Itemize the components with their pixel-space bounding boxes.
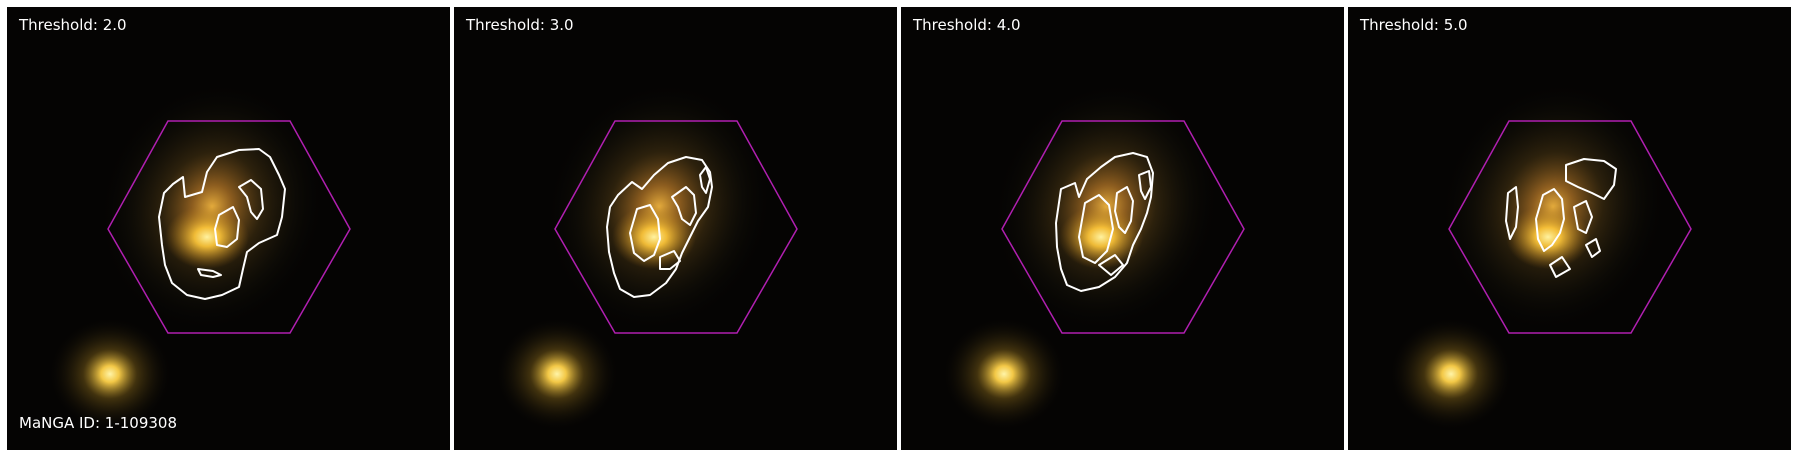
manga-id-label: MaNGA ID: 1-109308	[19, 414, 178, 432]
panel-threshold-3: Threshold: 3.0	[454, 7, 897, 450]
threshold-label: Threshold: 2.0	[19, 16, 127, 34]
panel-threshold-2: Threshold: 2.0 MaNGA ID: 1-109308	[7, 7, 450, 450]
threshold-label: Threshold: 4.0	[913, 16, 1021, 34]
threshold-label: Threshold: 3.0	[466, 16, 574, 34]
ifu-hexagon	[1001, 120, 1245, 334]
galaxy-image	[1348, 7, 1791, 450]
ifu-hexagon	[554, 120, 798, 334]
flux-contour	[1055, 152, 1154, 292]
galaxy-image	[901, 7, 1344, 450]
panel-threshold-5: Threshold: 5.0	[1348, 7, 1791, 450]
panel-threshold-4: Threshold: 4.0	[901, 7, 1344, 450]
flux-contour	[158, 148, 286, 300]
threshold-label: Threshold: 5.0	[1360, 16, 1468, 34]
ifu-hexagon	[1448, 120, 1692, 334]
ifu-hexagon	[107, 120, 351, 334]
galaxy-image	[7, 7, 450, 450]
flux-contour	[1505, 158, 1617, 278]
flux-contour	[606, 156, 713, 298]
galaxy-image	[454, 7, 897, 450]
